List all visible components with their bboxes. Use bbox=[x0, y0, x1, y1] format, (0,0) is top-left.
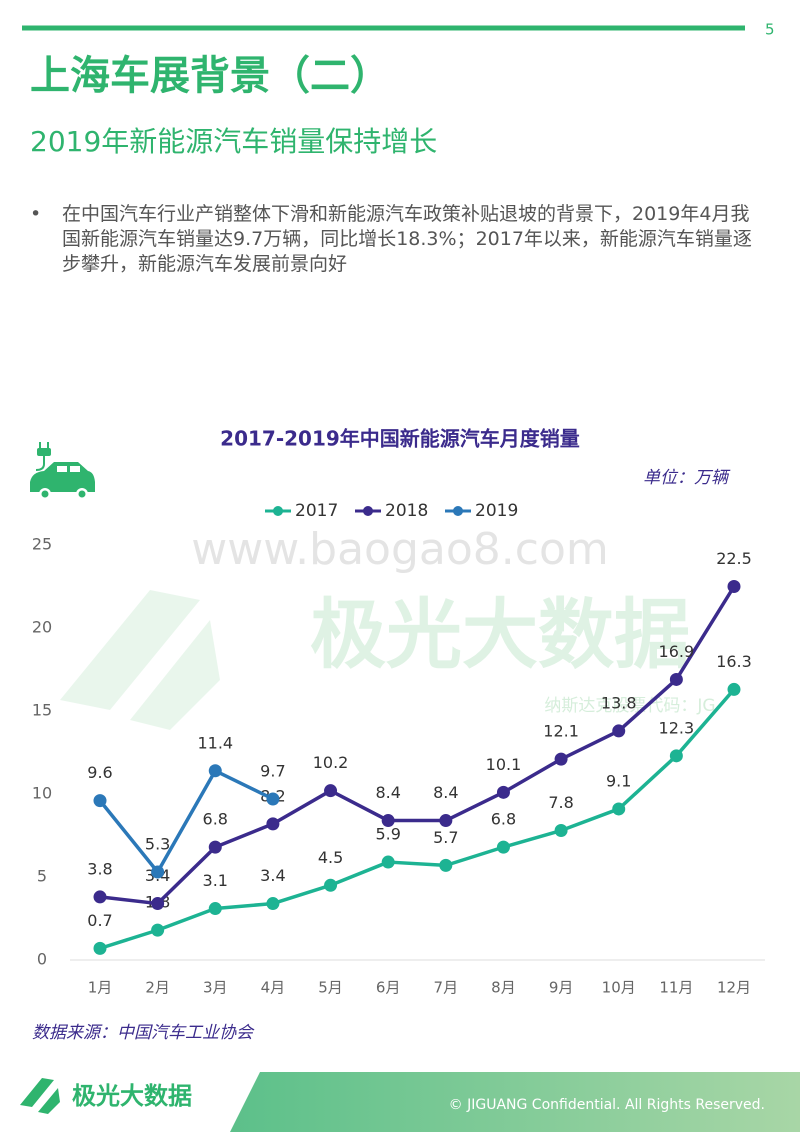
x-tick-label: 11月 bbox=[659, 979, 693, 997]
data-point bbox=[151, 897, 165, 911]
x-tick-label: 5月 bbox=[318, 979, 343, 997]
series-line bbox=[99, 585, 736, 906]
x-tick-label: 2月 bbox=[145, 979, 170, 997]
data-label: 8.4 bbox=[433, 783, 458, 802]
legend-label: 2018 bbox=[385, 501, 428, 521]
data-point bbox=[669, 749, 683, 763]
footer-band bbox=[230, 1072, 800, 1132]
data-point bbox=[439, 858, 453, 872]
y-tick-label: 10 bbox=[32, 784, 52, 803]
data-label: 16.3 bbox=[716, 652, 752, 671]
data-point bbox=[381, 814, 395, 828]
data-point bbox=[554, 752, 568, 766]
page-number: 5 bbox=[765, 21, 775, 39]
data-label: 5.3 bbox=[145, 835, 170, 854]
data-label: 12.1 bbox=[543, 722, 579, 741]
y-tick-label: 5 bbox=[37, 867, 47, 886]
series-line bbox=[99, 688, 736, 951]
legend-marker bbox=[453, 506, 463, 516]
data-point bbox=[266, 897, 280, 911]
chart-title: 2017-2019年中国新能源汽车月度销量 bbox=[220, 427, 580, 451]
footer-logo: 极光大数据 bbox=[72, 1082, 192, 1110]
data-label: 16.9 bbox=[659, 642, 695, 661]
legend-label: 2017 bbox=[295, 501, 338, 521]
bullet-text: 在中国汽车行业产销整体下滑和新能源汽车政策补贴退坡的背景下，2019年4月我国新… bbox=[62, 203, 752, 275]
y-tick-label: 15 bbox=[32, 701, 52, 720]
data-point bbox=[554, 824, 568, 838]
data-label: 10.2 bbox=[313, 753, 349, 772]
data-point bbox=[266, 792, 280, 806]
watermark: 纳斯达克股票代码：JG bbox=[544, 696, 715, 716]
data-point bbox=[727, 682, 741, 696]
data-label: 8.4 bbox=[375, 783, 400, 802]
data-point bbox=[208, 840, 222, 854]
page-subtitle: 2019年新能源汽车销量保持增长 bbox=[30, 125, 437, 158]
copyright: © JIGUANG Confidential. All Rights Reser… bbox=[449, 1097, 765, 1113]
data-point bbox=[151, 923, 165, 937]
data-label: 12.3 bbox=[659, 718, 695, 737]
data-label: 6.8 bbox=[203, 810, 228, 829]
data-point bbox=[151, 865, 165, 879]
data-label: 7.8 bbox=[548, 793, 573, 812]
data-point bbox=[93, 890, 107, 904]
data-label: 5.9 bbox=[375, 825, 400, 844]
data-label: 3.1 bbox=[203, 871, 228, 890]
series-line bbox=[98, 769, 274, 874]
y-tick-label: 0 bbox=[37, 950, 47, 969]
page-title: 上海车展背景（二） bbox=[30, 53, 390, 99]
data-point bbox=[612, 724, 626, 738]
data-label: 0.7 bbox=[87, 911, 112, 930]
footer-logo-icon bbox=[20, 1078, 60, 1114]
data-point bbox=[381, 855, 395, 869]
data-label: 6.8 bbox=[491, 810, 516, 829]
legend-marker bbox=[363, 506, 373, 516]
data-label: 11.4 bbox=[197, 733, 233, 752]
x-tick-label: 8月 bbox=[491, 979, 516, 997]
data-label: 22.5 bbox=[716, 549, 752, 568]
data-label: 9.7 bbox=[260, 761, 285, 780]
legend-marker bbox=[273, 506, 283, 516]
data-point bbox=[324, 784, 338, 798]
x-tick-label: 12月 bbox=[717, 979, 751, 997]
watermark: 极光大数据 bbox=[310, 590, 690, 679]
x-tick-label: 6月 bbox=[376, 979, 401, 997]
data-label: 3.4 bbox=[260, 866, 285, 885]
data-label: 10.1 bbox=[486, 755, 522, 774]
data-point bbox=[669, 672, 683, 686]
car-icon bbox=[30, 442, 95, 500]
data-label: 9.6 bbox=[87, 763, 112, 782]
bullet-dot: • bbox=[30, 203, 42, 225]
data-label: 3.8 bbox=[87, 859, 112, 878]
watermark: www.baogao8.com bbox=[191, 524, 608, 575]
data-point bbox=[93, 794, 107, 808]
data-label: 4.5 bbox=[318, 848, 343, 867]
data-point bbox=[93, 941, 107, 955]
y-tick-label: 25 bbox=[32, 535, 52, 554]
data-point bbox=[439, 814, 453, 828]
data-label: 13.8 bbox=[601, 693, 637, 712]
watermark-logo bbox=[60, 590, 220, 730]
data-point bbox=[208, 902, 222, 916]
data-point bbox=[727, 580, 741, 593]
y-tick-label: 20 bbox=[32, 618, 52, 637]
legend-label: 2019 bbox=[475, 501, 518, 521]
x-tick-label: 9月 bbox=[549, 979, 574, 997]
data-point bbox=[496, 840, 510, 854]
x-tick-label: 3月 bbox=[203, 979, 228, 997]
data-label: 5.7 bbox=[433, 828, 458, 847]
data-label: 9.1 bbox=[606, 771, 631, 790]
data-point bbox=[496, 785, 510, 799]
x-tick-label: 1月 bbox=[88, 979, 113, 997]
source-note: 数据来源：中国汽车工业协会 bbox=[32, 1023, 255, 1043]
data-point bbox=[324, 878, 338, 892]
x-tick-label: 7月 bbox=[434, 979, 459, 997]
data-point bbox=[266, 817, 280, 831]
data-point bbox=[208, 764, 222, 778]
data-point bbox=[612, 802, 626, 816]
unit-label: 单位：万辆 bbox=[643, 468, 731, 488]
x-tick-label: 4月 bbox=[261, 979, 286, 997]
x-tick-label: 10月 bbox=[602, 979, 636, 997]
